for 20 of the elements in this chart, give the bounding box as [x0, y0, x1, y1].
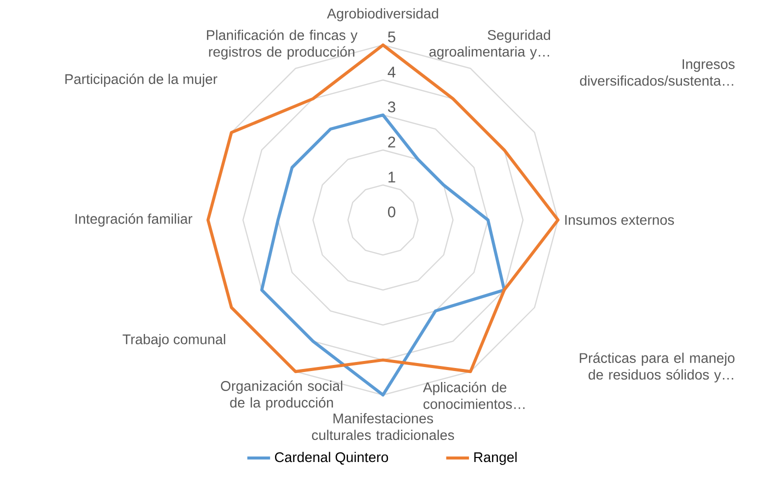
y-tick-label: 5 [388, 32, 396, 42]
y-tick-label: 0 [388, 206, 396, 218]
spoke-label: Insumos externos [565, 215, 674, 225]
spoke-label: Planificación de fincas y registros de producción [206, 30, 358, 60]
spoke-label: Manifestaciones culturales tradicionales [312, 413, 454, 440]
spoke-label: Ingresos diversificados/sustenta… [580, 59, 735, 86]
y-tick-label: 2 [388, 136, 396, 148]
legend-label: Rangel [474, 452, 517, 465]
spoke-label: Agrobiodiversidad [326, 8, 438, 22]
y-tick-label: 1 [388, 172, 396, 182]
spoke-label: Aplicación de conocimientos… [422, 382, 525, 409]
spoke-label: Integración familiar [76, 213, 192, 227]
spoke-label: Trabajo comunal [122, 334, 226, 348]
spoke-label: Participación de la mujer [65, 74, 218, 87]
y-tick-label: 4 [388, 66, 396, 78]
spoke-label: Prácticas para el manejo de residuos sólidos y… [580, 352, 734, 382]
spoke-label: Organización social de la producción [220, 380, 342, 410]
spoke-label: Seguridad agroalimentaria y… [429, 30, 550, 60]
y-tick-label: 3 [388, 101, 396, 112]
legend-label: Cardenal Quintero [274, 452, 388, 465]
